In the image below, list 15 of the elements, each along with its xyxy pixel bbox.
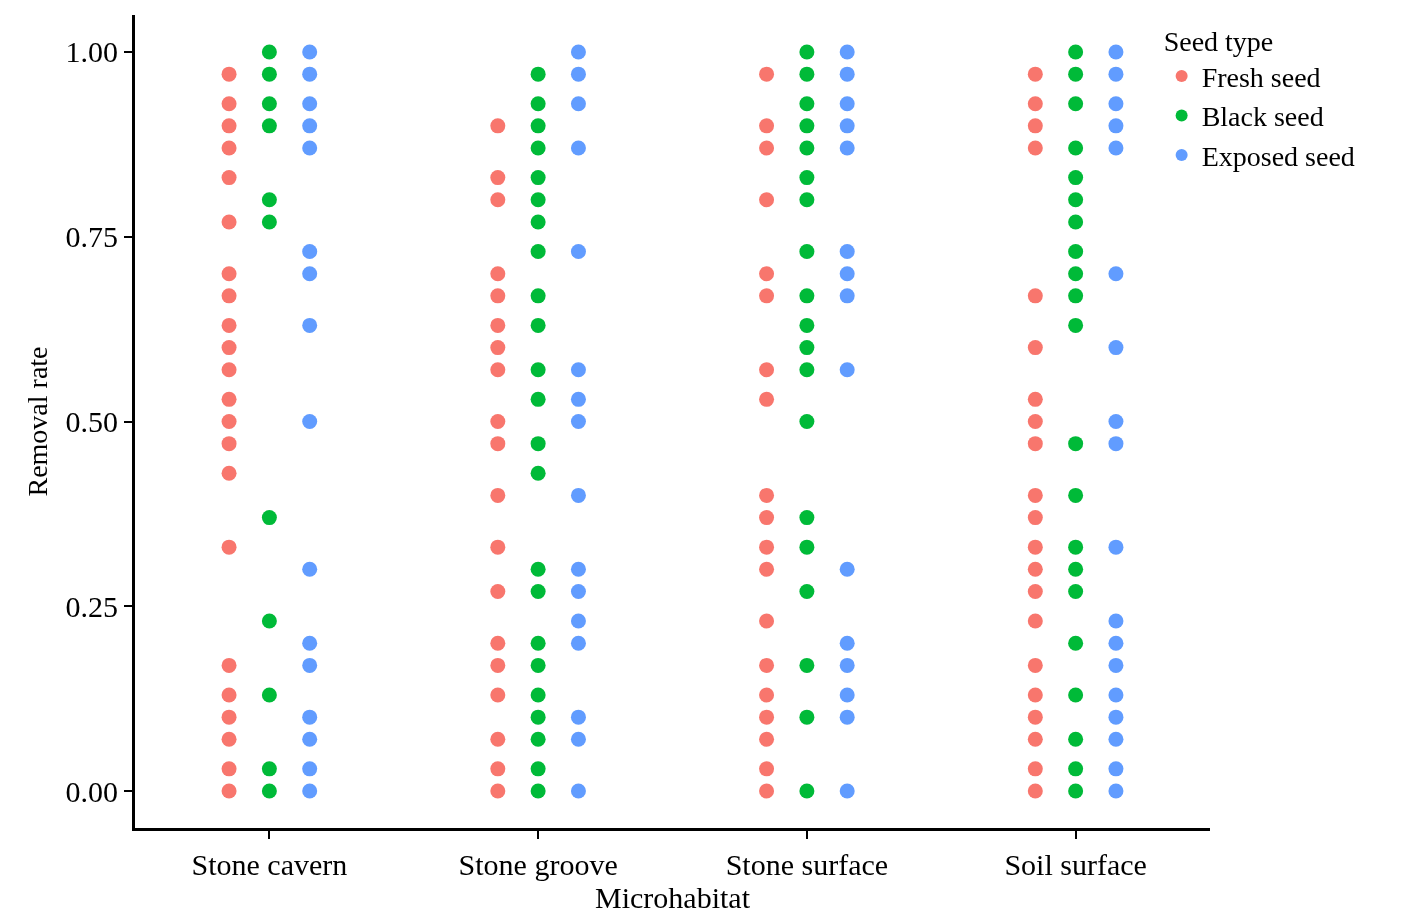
x-tick-label: Soil surface [1004,848,1147,881]
x-tick-label: Stone groove [458,848,618,881]
x-tick-label: Stone surface [725,848,889,881]
x-tick-label: Stone cavern [191,848,348,881]
y-tick-label: 0.75 [65,220,118,254]
legend-label: Fresh seed [1201,62,1321,94]
legend-label: Black seed [1201,101,1324,133]
legend-title: Seed type [1163,26,1274,58]
legend-label: Exposed seed [1201,140,1355,172]
y-tick-label: 0.25 [65,589,118,623]
y-axis-title: Removal rate [22,346,54,497]
x-axis-title: Microhabitat [595,881,751,914]
y-tick-label: 0.00 [65,774,118,808]
y-tick-label: 1.00 [65,35,118,69]
y-tick-label: 0.50 [65,405,118,438]
